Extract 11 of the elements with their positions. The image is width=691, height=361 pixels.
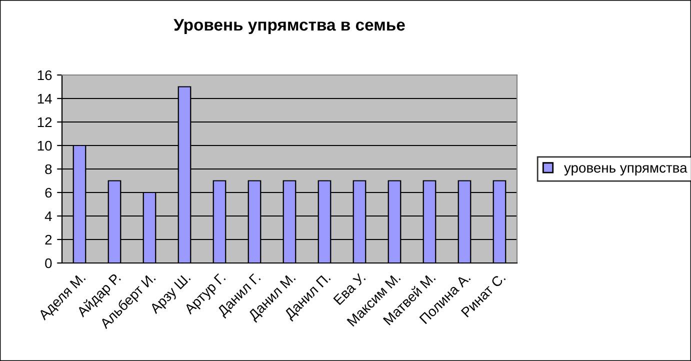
y-tick-label: 16	[38, 70, 52, 80]
y-tick-label: 4	[44, 211, 52, 222]
legend-label: уровень упрямства	[564, 165, 688, 176]
y-tick-label: 0	[45, 258, 52, 268]
y-tick-label: 14	[38, 94, 52, 104]
y-tick-label: 10	[38, 140, 52, 151]
chart-title: Уровень упрямства в семье	[174, 19, 405, 34]
y-tick-label: 2	[45, 234, 52, 245]
y-tick-label: 12	[38, 117, 52, 128]
y-tick-label: 8	[45, 164, 52, 174]
y-tick-label: 6	[45, 188, 52, 198]
